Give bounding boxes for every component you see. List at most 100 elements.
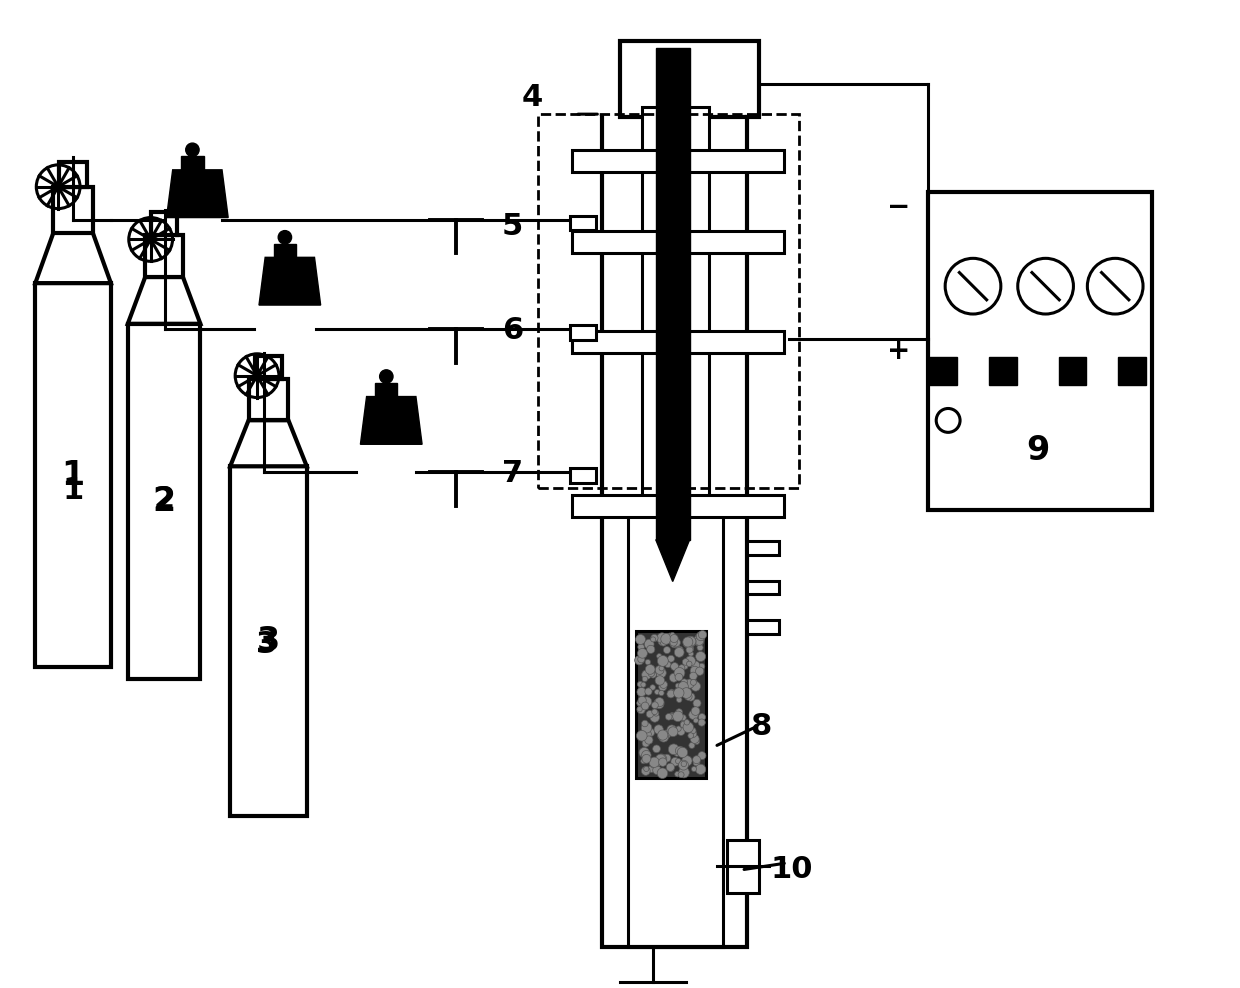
Polygon shape [361, 396, 422, 445]
Bar [151, 211, 177, 235]
Circle shape [936, 408, 960, 433]
Bar [929, 357, 957, 384]
Circle shape [667, 633, 673, 639]
Circle shape [676, 726, 681, 731]
Circle shape [687, 693, 694, 701]
Circle shape [657, 653, 662, 659]
Circle shape [681, 688, 692, 699]
Circle shape [649, 670, 655, 677]
Circle shape [637, 682, 644, 688]
Bar [274, 244, 296, 257]
Circle shape [639, 747, 650, 758]
Circle shape [652, 745, 661, 753]
Bar [636, 631, 706, 779]
Circle shape [662, 730, 671, 739]
Text: 1: 1 [62, 475, 84, 505]
Circle shape [639, 649, 647, 657]
Circle shape [657, 655, 668, 666]
Circle shape [642, 670, 651, 680]
Circle shape [691, 706, 699, 715]
Circle shape [658, 683, 667, 691]
Bar [656, 47, 689, 539]
Circle shape [684, 719, 689, 725]
Bar [929, 192, 1152, 510]
Circle shape [655, 690, 660, 695]
Circle shape [663, 646, 671, 654]
Circle shape [637, 705, 645, 713]
Circle shape [673, 688, 684, 699]
Circle shape [641, 722, 652, 733]
Text: 3: 3 [257, 624, 280, 658]
Circle shape [691, 734, 699, 743]
Bar [570, 468, 596, 483]
Circle shape [687, 645, 693, 652]
Circle shape [945, 258, 1001, 314]
Circle shape [698, 713, 706, 720]
Circle shape [681, 719, 689, 728]
Bar [573, 231, 784, 253]
Circle shape [670, 712, 675, 717]
Circle shape [379, 370, 393, 383]
Polygon shape [128, 277, 201, 324]
Circle shape [668, 727, 678, 737]
Circle shape [651, 701, 658, 708]
Bar [128, 324, 201, 679]
Circle shape [698, 663, 704, 670]
Circle shape [646, 728, 655, 736]
Circle shape [682, 664, 688, 669]
Circle shape [687, 661, 692, 667]
Circle shape [678, 665, 684, 671]
Circle shape [655, 676, 665, 686]
Circle shape [683, 637, 693, 648]
Circle shape [642, 697, 652, 706]
Circle shape [667, 765, 675, 772]
Circle shape [668, 713, 675, 719]
Circle shape [689, 730, 697, 737]
Circle shape [647, 645, 655, 653]
Circle shape [639, 697, 646, 704]
Circle shape [678, 767, 689, 778]
Circle shape [698, 719, 706, 726]
Circle shape [653, 699, 665, 708]
Bar [60, 162, 87, 187]
Circle shape [661, 640, 666, 646]
Circle shape [645, 688, 652, 696]
Circle shape [670, 638, 678, 648]
Bar [376, 383, 397, 396]
Bar [573, 150, 784, 172]
Circle shape [635, 656, 644, 665]
Circle shape [656, 754, 666, 765]
Circle shape [693, 756, 701, 764]
Bar [570, 215, 596, 230]
Circle shape [682, 659, 689, 665]
Bar [573, 495, 784, 517]
Polygon shape [656, 539, 689, 582]
Circle shape [641, 751, 651, 760]
Circle shape [666, 763, 675, 772]
Circle shape [675, 751, 680, 757]
Circle shape [688, 733, 693, 738]
Circle shape [688, 651, 693, 656]
Circle shape [642, 755, 651, 764]
Bar [570, 325, 596, 340]
Circle shape [1087, 258, 1143, 314]
Circle shape [637, 656, 645, 663]
Circle shape [678, 682, 688, 692]
Circle shape [655, 698, 665, 706]
Circle shape [641, 759, 646, 764]
Text: 7: 7 [502, 458, 523, 488]
Bar [748, 540, 779, 554]
Circle shape [645, 665, 655, 675]
Circle shape [675, 713, 681, 719]
Circle shape [663, 754, 671, 762]
Bar [620, 41, 759, 118]
Circle shape [693, 718, 698, 723]
Circle shape [667, 725, 677, 735]
Bar [181, 156, 203, 170]
Circle shape [637, 644, 645, 650]
Circle shape [636, 634, 646, 644]
Circle shape [681, 679, 688, 686]
Bar [145, 235, 184, 277]
Circle shape [637, 706, 642, 712]
Circle shape [693, 700, 701, 707]
